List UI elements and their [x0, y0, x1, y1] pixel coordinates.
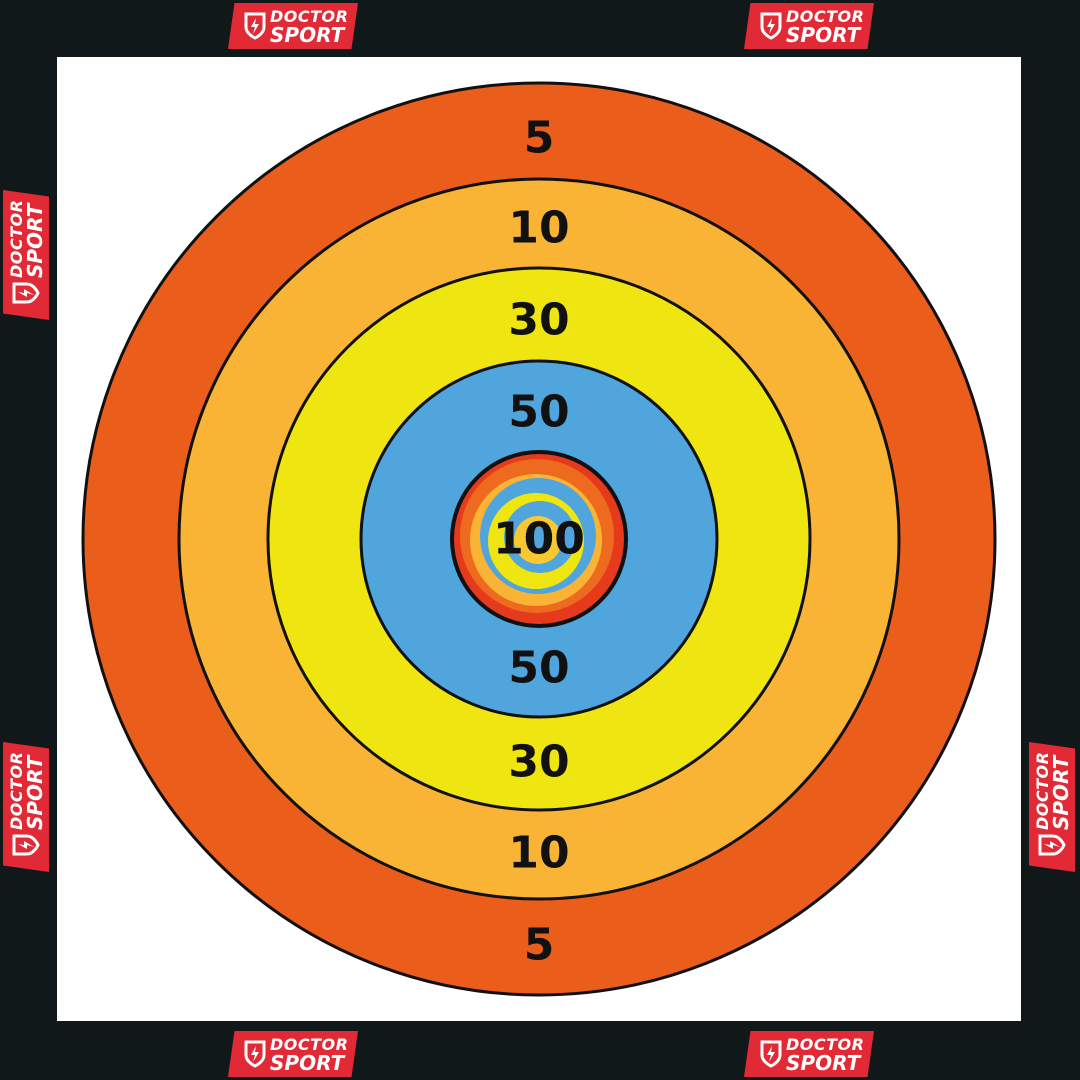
brand-line2: SPORT [786, 23, 861, 47]
shield-bolt-icon [12, 282, 40, 304]
brand-line1: DOCTOR [270, 7, 349, 26]
brand-logo: DOCTOR SPORT [1029, 742, 1075, 872]
brand-logo: DOCTOR SPORT [744, 3, 874, 49]
label-50-bottom: 50 [508, 643, 569, 694]
shield-bolt-icon [12, 834, 40, 856]
brand-logo: DOCTOR SPORT [744, 1031, 874, 1077]
label-100: 100 [493, 514, 585, 565]
shield-bolt-icon [760, 12, 782, 40]
brand-logo: DOCTOR SPORT [228, 1031, 358, 1077]
label-5-bottom: 5 [524, 920, 555, 971]
brand-logo: DOCTOR SPORT [228, 3, 358, 49]
label-50-top: 50 [508, 387, 569, 438]
brand-line1: DOCTOR [270, 1035, 349, 1054]
brand-line2: SPORT [270, 23, 345, 47]
bullseye-100 [450, 450, 628, 628]
brand-line2: SPORT [23, 755, 47, 830]
label-10-bottom: 10 [508, 828, 569, 879]
brand-line1: DOCTOR [786, 7, 865, 26]
shield-bolt-icon [244, 12, 266, 40]
shield-bolt-icon [1038, 834, 1066, 856]
label-5-top: 5 [524, 113, 555, 164]
brand-line2: SPORT [270, 1051, 345, 1075]
brand-line2: SPORT [786, 1051, 861, 1075]
brand-logo: DOCTOR SPORT [3, 742, 49, 872]
brand-line2: SPORT [1049, 755, 1073, 830]
brand-line1: DOCTOR [786, 1035, 865, 1054]
brand-line2: SPORT [23, 203, 47, 278]
label-30-bottom: 30 [508, 737, 569, 788]
label-30-top: 30 [508, 295, 569, 346]
shield-bolt-icon [244, 1040, 266, 1068]
label-10-top: 10 [508, 203, 569, 254]
shield-bolt-icon [760, 1040, 782, 1068]
brand-logo: DOCTOR SPORT [3, 190, 49, 320]
